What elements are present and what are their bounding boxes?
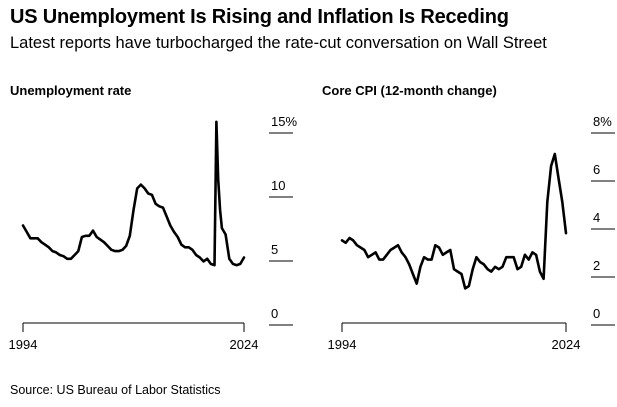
unemployment-x-tick-label: 2024: [230, 337, 259, 352]
core-cpi-axes: 0 2 4 6 8% 1994 2024: [328, 114, 615, 352]
unemployment-line: [21, 120, 246, 267]
core-cpi-y-tick-label: 6: [593, 162, 600, 177]
unemployment-y-tick-label: 15%: [271, 114, 297, 129]
core-cpi-y-tick-label: 8%: [593, 114, 612, 129]
core-cpi-y-tick-label: 2: [593, 258, 600, 273]
chart-title: US Unemployment Is Rising and Inflation …: [10, 6, 509, 28]
core-cpi-panel-title: Core CPI (12-month change): [322, 83, 497, 98]
unemployment-axes: 0 5 10 15% 1994 2024: [9, 114, 298, 352]
core-cpi-x-tick-label: 1994: [328, 337, 357, 352]
core-cpi-y-tick-label: 4: [593, 210, 600, 225]
unemployment-y-tick-label: 10: [271, 178, 285, 193]
unemployment-y-tick-label: 0: [271, 306, 278, 321]
unemployment-x-tick-label: 1994: [9, 337, 38, 352]
core-cpi-x-tick-label: 2024: [552, 337, 581, 352]
unemployment-y-tick-label: 5: [271, 242, 278, 257]
unemployment-panel-title: Unemployment rate: [10, 83, 131, 98]
source-note: Source: US Bureau of Labor Statistics: [10, 383, 221, 397]
core-cpi-y-tick-label: 0: [593, 306, 600, 321]
core-cpi-line: [340, 152, 568, 290]
chart-subtitle: Latest reports have turbocharged the rat…: [10, 34, 547, 52]
